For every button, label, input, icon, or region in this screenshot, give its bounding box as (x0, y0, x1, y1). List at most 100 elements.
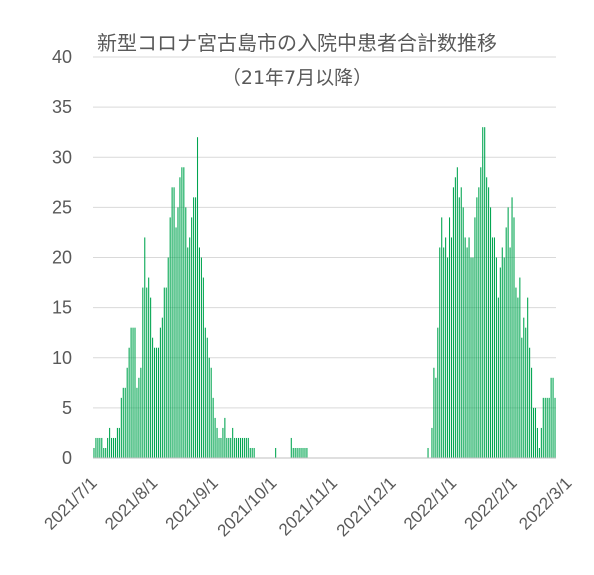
bar (232, 427, 234, 458)
bar (501, 247, 503, 458)
bar (275, 447, 277, 458)
bar (191, 217, 193, 458)
y-tick-label: 5 (62, 398, 72, 418)
y-tick-label: 40 (52, 47, 72, 67)
bar (105, 447, 107, 458)
bar (193, 197, 195, 458)
bar (181, 167, 183, 458)
bar (478, 187, 480, 458)
bar (226, 437, 228, 458)
bar (441, 217, 443, 458)
y-tick-label: 20 (52, 248, 72, 268)
bar (433, 367, 435, 458)
bar (245, 437, 247, 458)
bar (140, 367, 142, 458)
bar (474, 217, 476, 458)
bar (290, 437, 292, 458)
bar (120, 397, 122, 458)
bar (179, 177, 181, 459)
bar (216, 427, 218, 458)
bar (107, 437, 109, 458)
bar (531, 367, 533, 458)
bar (472, 257, 474, 458)
bar (116, 427, 118, 458)
bar (513, 217, 515, 458)
bar (452, 187, 454, 458)
bar (505, 227, 507, 458)
bar (482, 127, 484, 459)
bar (142, 287, 144, 458)
bar (132, 327, 134, 458)
bar (222, 427, 224, 458)
bar (499, 267, 501, 458)
bar (152, 337, 154, 458)
chart-subtitle: （21年7月以降） (221, 67, 373, 89)
bar (241, 437, 243, 458)
x-tick-label: 2021/8/1 (101, 473, 161, 533)
bar (529, 347, 531, 458)
bar (134, 327, 136, 458)
bar (517, 297, 519, 458)
bar (239, 437, 242, 458)
bar (509, 247, 511, 458)
bar (300, 447, 302, 458)
bar (448, 217, 451, 458)
y-tick-label: 10 (52, 348, 72, 368)
bar (536, 427, 538, 458)
bar (208, 357, 210, 458)
bar (458, 197, 460, 458)
bar (253, 447, 255, 458)
bar (503, 257, 505, 458)
x-tick-label: 2022/1/1 (400, 473, 460, 533)
bar (171, 187, 173, 458)
bar (165, 287, 167, 458)
bar (247, 437, 249, 458)
bar (476, 197, 478, 458)
bar (296, 447, 298, 458)
bar (238, 437, 240, 458)
bar (480, 167, 482, 458)
bar (200, 257, 202, 458)
bar (111, 437, 113, 458)
bar (234, 437, 236, 458)
x-tick-label: 2021/10/1 (214, 473, 281, 540)
bar (183, 167, 185, 458)
bar (302, 447, 304, 458)
bar (122, 387, 124, 458)
bar (548, 397, 550, 458)
bar (466, 247, 468, 458)
x-axis-ticks: 2021/7/1 2021/8/1 2021/9/12021/10/12021/11… (41, 473, 576, 540)
y-tick-label: 25 (52, 197, 72, 217)
bar (445, 237, 447, 458)
bar (163, 287, 165, 458)
bar (251, 447, 253, 458)
bar (185, 207, 187, 459)
x-tick-label: 2021/11/1 (275, 473, 341, 539)
bars (93, 127, 556, 459)
bar (112, 437, 115, 458)
bar (220, 437, 222, 458)
bar (136, 387, 138, 458)
bar (491, 237, 494, 458)
bar (527, 297, 529, 458)
bar (144, 237, 146, 458)
bar (306, 447, 308, 458)
bar (431, 427, 433, 458)
bar (552, 377, 554, 458)
bar (468, 237, 470, 458)
bar (159, 327, 161, 458)
bar (157, 347, 159, 458)
bar (515, 287, 517, 458)
bar (486, 177, 488, 459)
bar (460, 187, 462, 458)
bar (554, 397, 556, 458)
bar (148, 277, 150, 458)
bar (118, 427, 120, 458)
bar (109, 427, 111, 458)
bar (124, 387, 126, 458)
y-tick-label: 35 (52, 97, 72, 117)
bar (550, 377, 552, 458)
bar (114, 437, 116, 458)
chart-title: 新型コロナ宮古島市の入院中患者合計数推移 (97, 31, 497, 55)
